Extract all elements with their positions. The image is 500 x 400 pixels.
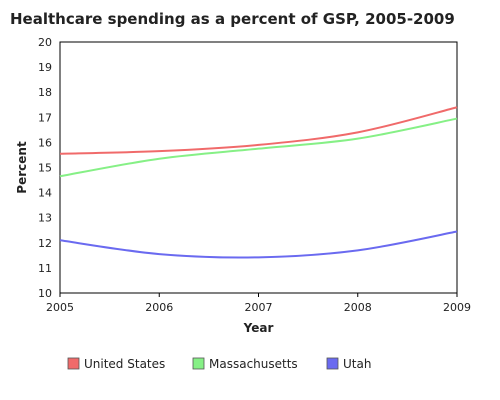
plot-area (59, 41, 458, 294)
legend-label-massachusetts: Massachusetts (209, 357, 298, 371)
y-tick-label: 17 (38, 111, 52, 124)
y-tick-label: 14 (38, 187, 52, 200)
legend-label-utah: Utah (343, 357, 371, 371)
x-tick-label: 2007 (245, 301, 273, 314)
chart-title: Healthcare spending as a percent of GSP,… (10, 10, 455, 28)
y-tick-label: 15 (38, 162, 52, 175)
series-line-united-states (59, 106, 458, 155)
y-tick-label: 16 (38, 136, 52, 149)
legend-swatch-united-states (67, 357, 80, 370)
y-tick-label: 19 (38, 61, 52, 74)
y-tick-label: 20 (38, 36, 52, 49)
y-tick-label: 11 (38, 262, 52, 275)
x-axis-title: Year (243, 321, 274, 335)
series-line-massachusetts (59, 117, 458, 178)
legend-label-united-states: United States (84, 357, 165, 371)
y-tick-label: 13 (38, 212, 52, 225)
series-line-utah (59, 230, 458, 259)
legend-swatch-utah (326, 357, 339, 370)
x-tick-label: 2009 (443, 301, 471, 314)
y-tick-label: 18 (38, 86, 52, 99)
legend: United States Massachusetts Utah (67, 357, 371, 371)
y-axis-title: Percent (15, 141, 29, 194)
x-tick-label: 2006 (145, 301, 173, 314)
x-tick-label: 2005 (46, 301, 74, 314)
legend-swatch-massachusetts (192, 357, 205, 370)
series-lines (59, 106, 458, 259)
y-tick-label: 10 (38, 287, 52, 300)
x-axis-ticks: 2005 2006 2007 2008 2009 (46, 293, 471, 314)
x-tick-label: 2008 (344, 301, 372, 314)
y-tick-label: 12 (38, 237, 52, 250)
y-axis-ticks: 10 11 12 13 14 15 16 17 18 19 20 (38, 36, 52, 300)
